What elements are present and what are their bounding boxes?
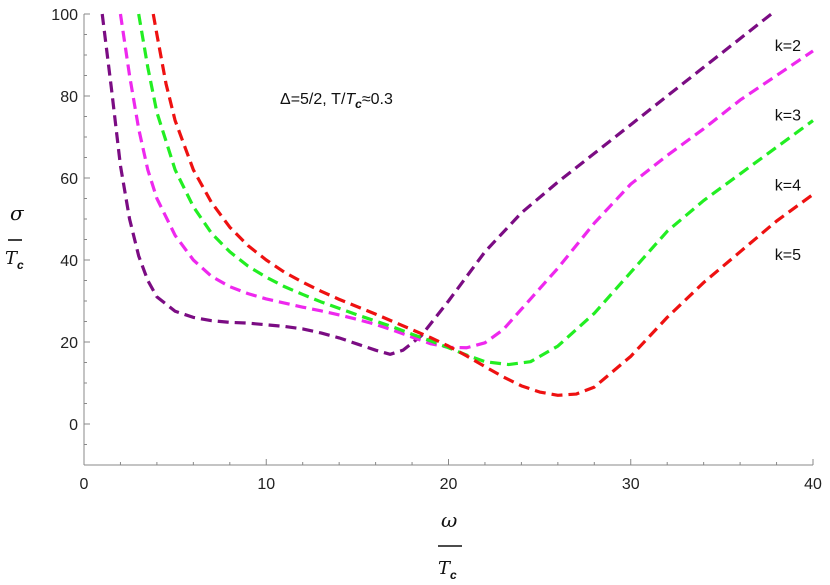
- annotation-suffix: ≈0.3: [362, 91, 393, 108]
- series-label-k3: k=3: [775, 108, 801, 125]
- series-label-k5: k=5: [775, 247, 801, 264]
- y-tick-label: 60: [60, 171, 78, 188]
- annotation-prefix: Δ=5/2, T/: [280, 91, 346, 108]
- y-tick-label: 0: [69, 417, 78, 434]
- y-tick-label: 80: [60, 89, 78, 106]
- chart-annotation: Δ=5/2, T/Tc≈0.3: [280, 91, 393, 111]
- plot-frame: [83, 14, 813, 466]
- x-tick-label: 10: [257, 476, 275, 493]
- series-layer: [100, 12, 814, 397]
- x-tick-label: 0: [80, 476, 89, 493]
- series-line-k5: [151, 13, 814, 397]
- y-tick-label: 40: [60, 253, 78, 270]
- y-tick-label: 20: [60, 335, 78, 352]
- annotation-sub: c: [355, 97, 362, 111]
- series-line-k4: [137, 13, 814, 367]
- series-line-k2: [100, 12, 777, 356]
- y-axis-label-denominator: Tc: [5, 248, 24, 272]
- x-tick-label: 20: [440, 476, 458, 493]
- series-label-k2: k=2: [775, 38, 801, 55]
- series-label-k4: k=4: [775, 177, 801, 194]
- y-tick-label: 100: [51, 7, 78, 24]
- y-ticks: 0 20 40 60 80 100: [51, 7, 90, 466]
- x-axis-label: ω Tc: [438, 508, 462, 582]
- x-ticks: 0 10 20 30 40: [80, 459, 822, 493]
- series-label-layer: k=2 k=3 k=4 k=5: [775, 38, 801, 264]
- annotation-var: T: [345, 91, 356, 108]
- x-axis-label-denominator: Tc: [438, 558, 457, 582]
- y-axis-label-numerator: σ: [10, 201, 25, 225]
- series-line-k3: [118, 13, 814, 350]
- x-axis-label-numerator: ω: [441, 508, 457, 532]
- x-tick-label: 40: [804, 476, 822, 493]
- x-tick-label: 30: [622, 476, 640, 493]
- y-axis-label: σ Tc: [5, 201, 25, 272]
